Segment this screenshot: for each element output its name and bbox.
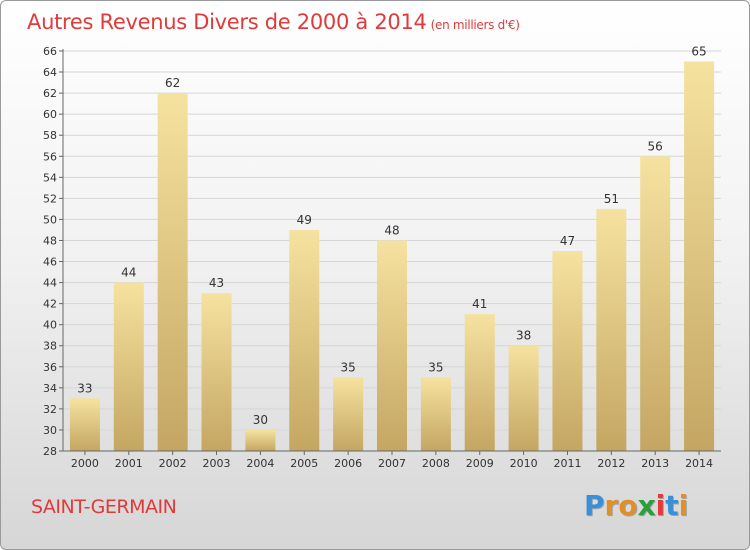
x-tick-label: 2004 bbox=[246, 457, 274, 470]
bar bbox=[464, 314, 495, 451]
title-unit: (en milliers d'€) bbox=[430, 18, 520, 32]
bar bbox=[684, 61, 715, 452]
y-tick-label: 34 bbox=[43, 382, 57, 395]
y-tick-label: 62 bbox=[43, 87, 57, 100]
bar-value-label: 47 bbox=[560, 234, 575, 248]
bar-value-label: 56 bbox=[648, 139, 663, 153]
x-tick-label: 2005 bbox=[290, 457, 318, 470]
proxiti-logo: Proxiti bbox=[584, 489, 688, 522]
y-tick-label: 54 bbox=[43, 171, 57, 184]
logo-letter: i bbox=[655, 489, 666, 522]
logo-letter: P bbox=[584, 489, 605, 522]
y-axis-ticks: 28 30 32 34 36 38 40 42 44 46 48 50 52 54 56 58 60 62 64 66 bbox=[43, 45, 63, 458]
y-tick-label: 32 bbox=[43, 403, 57, 416]
bar-value-label: 51 bbox=[604, 192, 619, 206]
bar bbox=[201, 293, 232, 451]
bar-value-label: 38 bbox=[516, 329, 531, 343]
bar-value-label: 41 bbox=[472, 297, 487, 311]
logo-letter: o bbox=[618, 489, 638, 522]
bars: 33 44 62 43 30 49 35 48 35 41 38 47 51 56 65 bbox=[69, 45, 715, 452]
chart-title: Autres Revenus Divers de 2000 à 2014 (en … bbox=[27, 10, 520, 34]
x-tick-label: 2002 bbox=[159, 457, 187, 470]
x-tick-label: 2008 bbox=[422, 457, 450, 470]
logo-letter: i bbox=[678, 489, 689, 522]
axes bbox=[62, 49, 721, 452]
bar-value-label: 33 bbox=[77, 381, 92, 395]
bar-value-label: 43 bbox=[209, 276, 224, 290]
y-tick-label: 36 bbox=[43, 361, 57, 374]
logo-letter: x bbox=[637, 489, 656, 522]
bar-value-label: 30 bbox=[253, 413, 268, 427]
x-tick-label: 2006 bbox=[334, 457, 362, 470]
y-tick-label: 56 bbox=[43, 150, 57, 163]
title-text: Autres Revenus Divers de 2000 à 2014 bbox=[27, 10, 427, 34]
y-tick-label: 60 bbox=[43, 108, 57, 121]
y-tick-label: 50 bbox=[43, 213, 57, 226]
x-tick-label: 2014 bbox=[685, 457, 713, 470]
y-tick-label: 38 bbox=[43, 340, 57, 353]
x-tick-label: 2012 bbox=[597, 457, 625, 470]
bar bbox=[420, 377, 451, 451]
logo-letter: t bbox=[665, 489, 679, 522]
bar-value-label: 48 bbox=[384, 223, 399, 237]
y-tick-label: 30 bbox=[43, 424, 57, 437]
y-tick-label: 46 bbox=[43, 256, 57, 269]
bar-value-label: 62 bbox=[165, 76, 180, 90]
y-tick-label: 64 bbox=[43, 66, 57, 79]
x-axis-ticks: 2000 2001 2002 2003 2004 2005 2006 2007 2008 2009… bbox=[71, 451, 713, 470]
x-tick-label: 2011 bbox=[553, 457, 581, 470]
bar bbox=[113, 282, 144, 451]
y-tick-label: 44 bbox=[43, 277, 57, 290]
x-tick-label: 2013 bbox=[641, 457, 669, 470]
x-tick-label: 2001 bbox=[115, 457, 143, 470]
bar bbox=[69, 398, 100, 451]
y-tick-label: 48 bbox=[43, 234, 57, 247]
bar bbox=[640, 156, 671, 451]
y-tick-label: 40 bbox=[43, 319, 57, 332]
y-tick-label: 52 bbox=[43, 192, 57, 205]
x-tick-label: 2000 bbox=[71, 457, 99, 470]
x-tick-label: 2010 bbox=[510, 457, 538, 470]
bar-value-label: 65 bbox=[691, 45, 706, 59]
bar bbox=[333, 377, 364, 451]
bar-value-label: 35 bbox=[340, 360, 355, 374]
bar bbox=[508, 345, 539, 451]
y-tick-label: 28 bbox=[43, 445, 57, 458]
bar-value-label: 49 bbox=[297, 213, 312, 227]
bar-value-label: 35 bbox=[428, 360, 443, 374]
bar bbox=[157, 93, 188, 452]
bar bbox=[377, 240, 407, 451]
x-tick-label: 2003 bbox=[203, 457, 231, 470]
bar bbox=[245, 429, 276, 451]
y-tick-label: 58 bbox=[43, 129, 57, 142]
y-tick-label: 66 bbox=[43, 45, 57, 58]
bar bbox=[289, 229, 320, 451]
logo-letter: r bbox=[604, 489, 619, 522]
bar bbox=[552, 251, 583, 451]
x-tick-label: 2009 bbox=[466, 457, 494, 470]
x-tick-label: 2007 bbox=[378, 457, 406, 470]
bar-value-label: 44 bbox=[121, 266, 136, 280]
bar bbox=[596, 208, 627, 451]
y-tick-label: 42 bbox=[43, 298, 57, 311]
place-name: SAINT-GERMAIN bbox=[31, 496, 177, 518]
